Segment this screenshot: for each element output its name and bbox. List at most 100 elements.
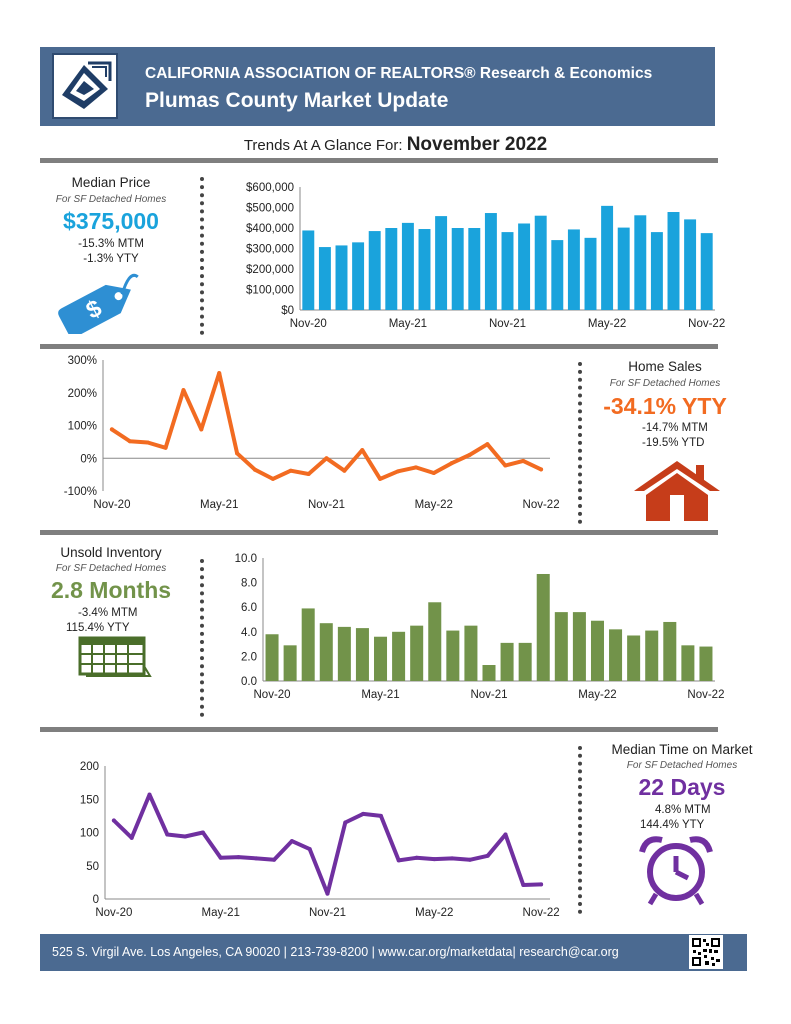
data-point (414, 855, 419, 860)
data-point (361, 811, 366, 816)
data-point (378, 813, 383, 818)
median-price-title: Median Price (71, 175, 151, 190)
data-point (521, 883, 526, 888)
x-tick-label: Nov-20 (95, 907, 132, 919)
data-point (503, 832, 508, 837)
data-point (360, 448, 365, 453)
bar (500, 642, 514, 681)
data-point (467, 857, 472, 862)
x-tick-label: May-21 (389, 318, 427, 330)
data-point (485, 442, 490, 447)
data-point (272, 857, 277, 862)
data-point (431, 470, 436, 475)
data-point (252, 467, 257, 472)
median-price-yty: -1.3% YTY (83, 253, 139, 265)
data-point (111, 818, 116, 823)
bar (410, 625, 424, 681)
bar (534, 215, 547, 310)
y-tick-label: $400,000 (246, 223, 294, 235)
data-point (306, 471, 311, 476)
x-tick-label: Nov-22 (523, 499, 560, 511)
qr-code-icon[interactable] (689, 935, 723, 969)
data-point (183, 834, 188, 839)
x-tick-label: Nov-22 (687, 689, 724, 701)
bar (554, 612, 568, 681)
bar (283, 645, 297, 681)
inventory-mtm: -3.4% MTM (78, 607, 138, 619)
home-sales-value: -34.1% YTY (603, 393, 727, 419)
dotted-separator (578, 746, 586, 914)
bar (468, 228, 481, 310)
data-point (127, 439, 132, 444)
bar (551, 240, 564, 310)
time-on-market-mtm: 4.8% MTM (655, 804, 711, 816)
data-point (521, 458, 526, 463)
data-point (217, 371, 222, 376)
bar (418, 229, 431, 310)
trend-prefix: Trends At A Glance For: (243, 137, 403, 154)
data-point (165, 832, 170, 837)
y-tick-label: 100% (68, 421, 97, 433)
x-tick-label: Nov-22 (523, 907, 560, 919)
median-price-subtitle: For SF Detached Homes (55, 194, 167, 205)
time-on-market-subtitle: For SF Detached Homes (626, 760, 738, 771)
bar (609, 629, 623, 681)
data-point (396, 858, 401, 863)
data-point (254, 856, 259, 861)
bar (699, 646, 713, 681)
bar (700, 233, 713, 310)
bar (302, 230, 315, 310)
time-on-market-value: 22 Days (638, 774, 726, 800)
data-point (503, 463, 508, 468)
page-title: Plumas County Market Update (145, 89, 449, 112)
divider (40, 158, 718, 163)
bar (446, 630, 460, 681)
data-point (485, 853, 490, 858)
y-tick-label: 200% (68, 388, 97, 400)
y-tick-label: 0 (93, 894, 99, 906)
data-point (235, 451, 240, 456)
data-point (199, 427, 204, 432)
bar (501, 232, 514, 310)
x-tick-label: Nov-22 (688, 318, 725, 330)
home-sales-ytd: -19.5% YTD (642, 437, 705, 449)
bar (667, 212, 680, 310)
x-tick-label: Nov-21 (489, 318, 526, 330)
bar (435, 216, 448, 310)
y-tick-label: $500,000 (246, 203, 294, 215)
data-point (288, 468, 293, 473)
divider (40, 530, 718, 535)
bar (572, 612, 586, 681)
median-price-value: $375,000 (63, 208, 159, 234)
bar (681, 645, 695, 681)
data-point (270, 476, 275, 481)
dotted-separator (200, 559, 208, 717)
y-tick-label: $100,000 (246, 285, 294, 297)
bar (645, 630, 659, 681)
data-point (539, 882, 544, 887)
data-point (396, 469, 401, 474)
data-point (450, 856, 455, 861)
data-point (145, 440, 150, 445)
house-icon (630, 457, 724, 528)
y-tick-label: 150 (80, 794, 99, 806)
bar (401, 222, 414, 310)
y-tick-label: 6.0 (241, 602, 257, 614)
y-tick-label: $300,000 (246, 244, 294, 256)
data-point (324, 456, 329, 461)
bar (650, 232, 663, 310)
footer-address[interactable]: 525 S. Virgil Ave. Los Angeles, CA 90020… (52, 945, 619, 959)
bar (584, 237, 597, 310)
bar (355, 628, 369, 681)
median-price-mtm: -15.3% MTM (78, 238, 144, 250)
bar (319, 623, 333, 681)
calendar-icon (78, 636, 152, 683)
dotted-separator (578, 362, 586, 524)
data-point (325, 891, 330, 896)
series-line (109, 371, 544, 481)
data-point (378, 476, 383, 481)
x-tick-label: Nov-20 (93, 499, 130, 511)
x-tick-label: May-21 (200, 499, 238, 511)
bar (451, 228, 464, 310)
price-tag-icon: $ (55, 268, 150, 339)
